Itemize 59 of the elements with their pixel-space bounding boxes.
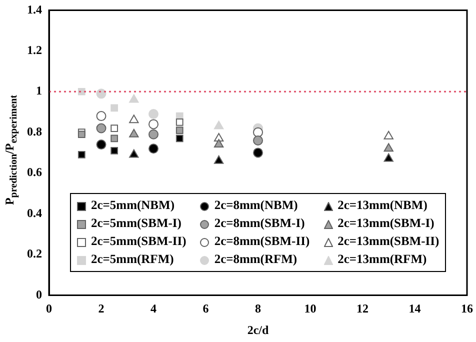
x-tick-label: 6 [202,301,209,316]
legend-label: 2c=8mm(NBM) [213,197,299,214]
y-tick-label: 0 [36,287,42,302]
x-tick-label: 2 [98,301,104,316]
point [129,94,139,103]
point [148,119,158,130]
y-tick-label: 0.4 [27,206,42,220]
y-tick-label: 0.8 [27,124,42,138]
legend-label: 2c=5mm(SBM-II) [90,233,186,250]
point [148,129,158,140]
point [253,135,263,146]
y-tick-label: 1.4 [27,2,42,16]
x-tick-label: 4 [150,301,156,316]
point [214,155,224,164]
legend-label: 2c=5mm(NBM) [90,197,176,214]
point [176,126,184,134]
point [110,146,118,154]
legend-label: 2c=13mm(RFM) [336,251,428,268]
legend-label: 2c=8mm(SBM-II) [213,233,310,250]
point [110,104,118,112]
point [148,144,158,154]
legend-label: 2c=13mm(NBM) [336,197,428,214]
point [96,111,106,122]
point [384,143,394,152]
point [96,123,106,134]
point [129,149,139,158]
point [384,130,394,140]
x-tick-label: 16 [461,301,473,316]
point [129,114,139,124]
legend-label: 2c=5mm(RFM) [90,251,175,268]
x-tick-label: 12 [356,301,368,316]
point [253,127,263,138]
point [78,151,86,158]
legend-label: 2c=8mm(SBM-I) [213,215,306,232]
y-tick-label: 1.2 [27,43,42,58]
x-tick-label: 10 [304,301,316,316]
point [214,120,224,130]
y-tick-label: 0.2 [27,246,42,261]
point [110,134,118,142]
point [176,118,184,126]
point [384,153,394,162]
point [148,109,158,120]
x-tick-label: 8 [255,301,261,316]
x-tick-label: 0 [46,301,52,316]
point [96,88,106,99]
legend-label: 2c=13mm(SBM-II) [336,233,440,250]
legend-label: 2c=13mm(SBM-I) [336,215,436,232]
y-tick-label: 1 [36,84,42,98]
point [96,140,106,150]
legend-label: 2c=5mm(SBM-I) [90,215,182,232]
x-axis-title: 2c/d [247,322,269,337]
point [253,148,263,158]
y-tick-label: 0.6 [27,165,42,180]
point [176,134,184,142]
point [110,124,118,132]
point [214,139,224,148]
point [129,128,139,138]
legend-label: 2c=8mm(RFM) [213,251,298,268]
x-tick-label: 14 [408,301,421,316]
